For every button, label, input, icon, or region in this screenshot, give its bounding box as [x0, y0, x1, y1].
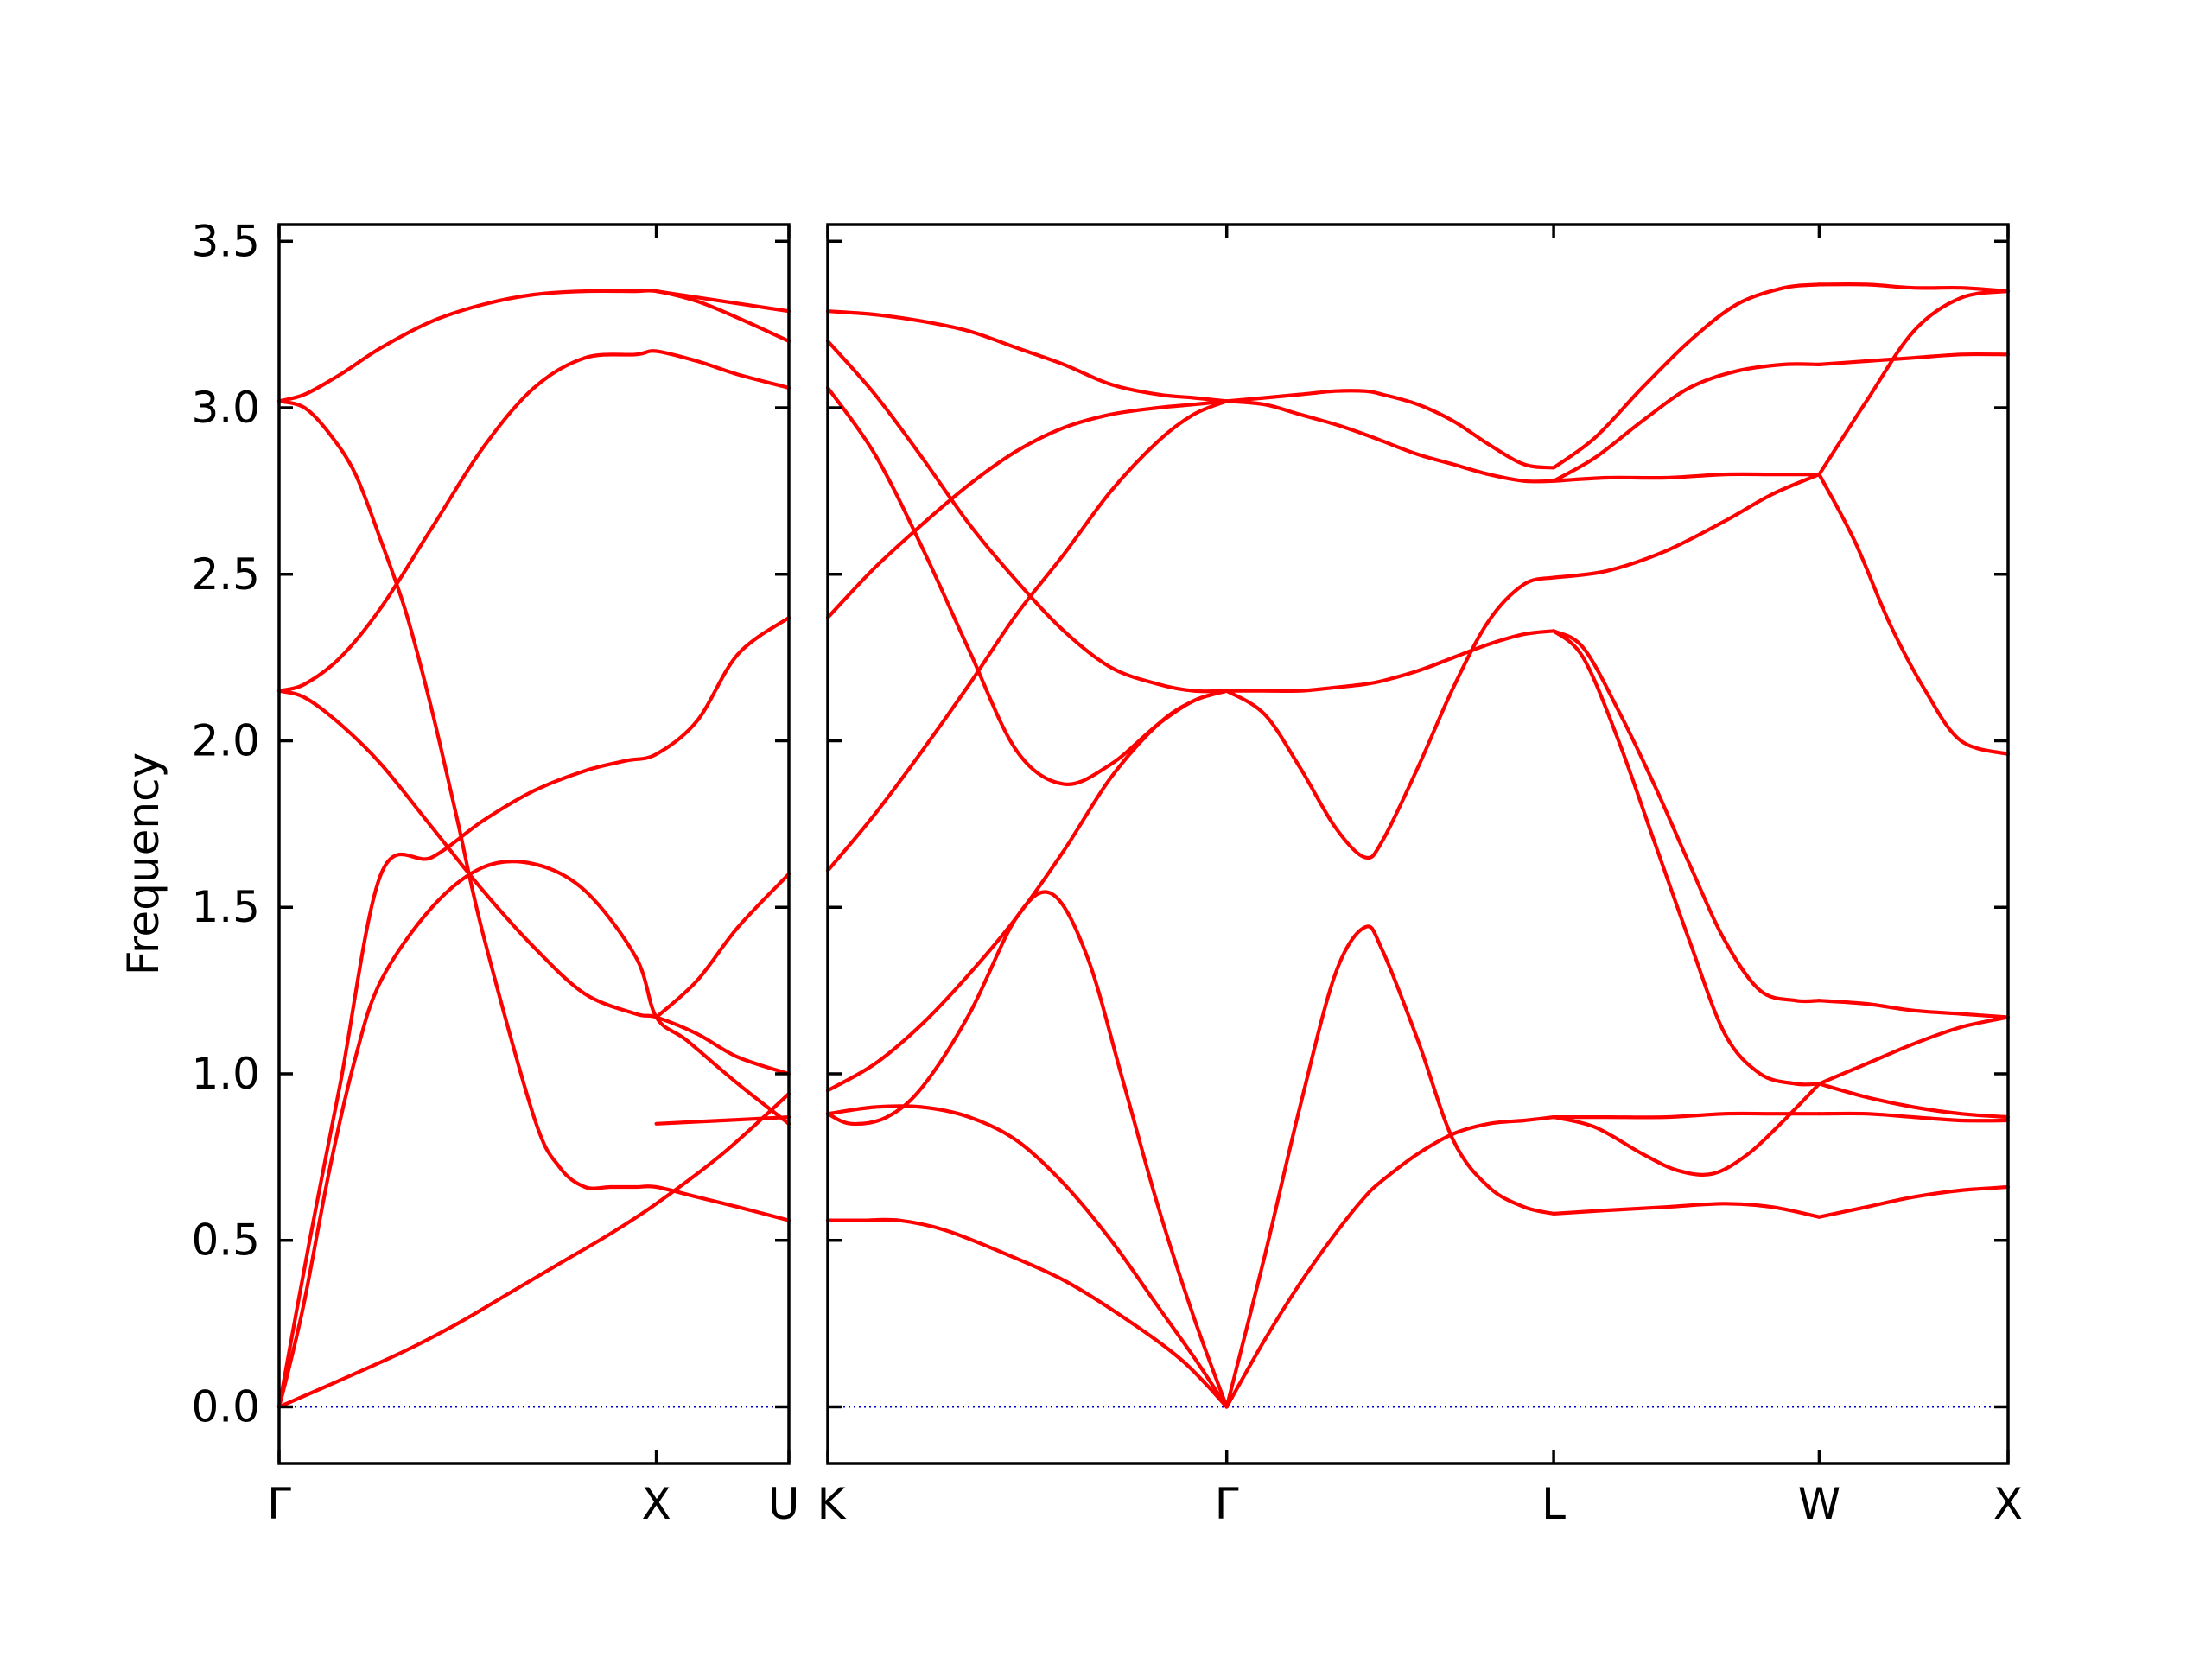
high-symmetry-label: L — [1541, 1479, 1566, 1529]
high-symmetry-label: Γ — [1215, 1479, 1239, 1529]
band-line-panel-2-4 — [825, 399, 1229, 873]
panel-frame-2 — [826, 223, 2010, 1465]
band-line-panel-2-11 — [1224, 924, 1556, 1409]
y-axis-label: Frequency — [118, 752, 168, 975]
high-symmetry-label: X — [641, 1479, 671, 1529]
band-line-panel-2-14 — [1224, 399, 1556, 484]
band-line-panel-2-29 — [1817, 1184, 2011, 1219]
high-symmetry-label: U — [768, 1479, 800, 1529]
band-line-panel-2-13 — [1224, 629, 1556, 694]
band-line-panel-1-5 — [276, 349, 791, 693]
band-line-panel-2-22 — [1552, 472, 1821, 483]
band-line-panel-1-2 — [276, 615, 791, 1409]
high-symmetry-label: K — [817, 1479, 847, 1529]
band-line-panel-2-6 — [825, 309, 1229, 403]
band-line-panel-2-19 — [1552, 629, 1821, 1087]
band-line-panel-2-24 — [1552, 362, 1821, 483]
y-tick-label: 3.5 — [191, 216, 260, 266]
band-line-panel-2-27 — [1817, 1082, 2011, 1120]
band-line-panel-1-10 — [654, 289, 791, 314]
panel-frame-1 — [277, 223, 791, 1465]
high-symmetry-label: X — [1993, 1479, 2023, 1529]
band-line-panel-1-6 — [276, 289, 791, 403]
high-symmetry-label: W — [1798, 1479, 1840, 1529]
band-line-panel-2-5 — [825, 399, 1229, 619]
band-line-panel-2-31 — [1817, 289, 2011, 477]
y-tick-label: 2.0 — [191, 716, 260, 766]
band-line-panel-2-33 — [1817, 282, 2011, 294]
band-line-panel-2-18 — [1552, 1202, 1821, 1219]
band-line-panel-2-2 — [825, 1104, 1229, 1409]
band-line-panel-2-7 — [825, 385, 1229, 786]
y-tick-label: 0.0 — [191, 1381, 260, 1431]
phonon-bands — [276, 282, 2011, 1409]
band-line-panel-2-9 — [825, 339, 1229, 694]
band-line-panel-2-1 — [825, 1217, 1229, 1409]
y-tick-label: 3.0 — [191, 383, 260, 433]
band-line-panel-2-15 — [1224, 389, 1556, 470]
band-line-panel-1-8 — [654, 1115, 791, 1126]
band-line-panel-2-26 — [1817, 999, 2011, 1019]
band-line-panel-2-12 — [1224, 575, 1556, 860]
band-line-panel-2-25 — [1817, 1015, 2011, 1086]
band-line-panel-2-3 — [825, 890, 1229, 1409]
band-line-panel-1-4 — [276, 689, 791, 1076]
band-line-panel-2-10 — [1224, 1115, 1556, 1409]
high-symmetry-label: Γ — [267, 1479, 291, 1529]
band-line-panel-2-8 — [825, 689, 1229, 1093]
y-tick-label: 2.5 — [191, 549, 260, 600]
band-line-panel-2-21 — [1552, 473, 1821, 580]
tick-labels: 0.0 0.5 1.0 1.5 2.0 2.5 3.0 3.5 Γ X U K Γ L W X — [191, 216, 2023, 1529]
y-tick-label: 1.0 — [191, 1049, 260, 1099]
band-line-panel-1-3 — [276, 399, 791, 1222]
band-line-panel-2-28 — [1817, 1111, 2011, 1123]
band-line-panel-1-1 — [276, 1092, 791, 1409]
band-line-panel-1-9 — [654, 872, 791, 1019]
band-line-panel-2-17 — [1552, 1111, 1821, 1120]
band-line-panel-2-32 — [1817, 352, 2011, 366]
axes — [277, 223, 2010, 1465]
band-line-panel-1-7 — [276, 860, 791, 1409]
band-line-panel-2-20 — [1552, 629, 1821, 1004]
band-line-panel-2-23 — [1552, 282, 1821, 470]
y-tick-label: 0.5 — [191, 1216, 260, 1266]
band-line-panel-2-30 — [1817, 473, 2011, 756]
y-tick-label: 1.5 — [191, 882, 260, 932]
band-line-panel-2-16 — [1552, 1082, 1821, 1177]
